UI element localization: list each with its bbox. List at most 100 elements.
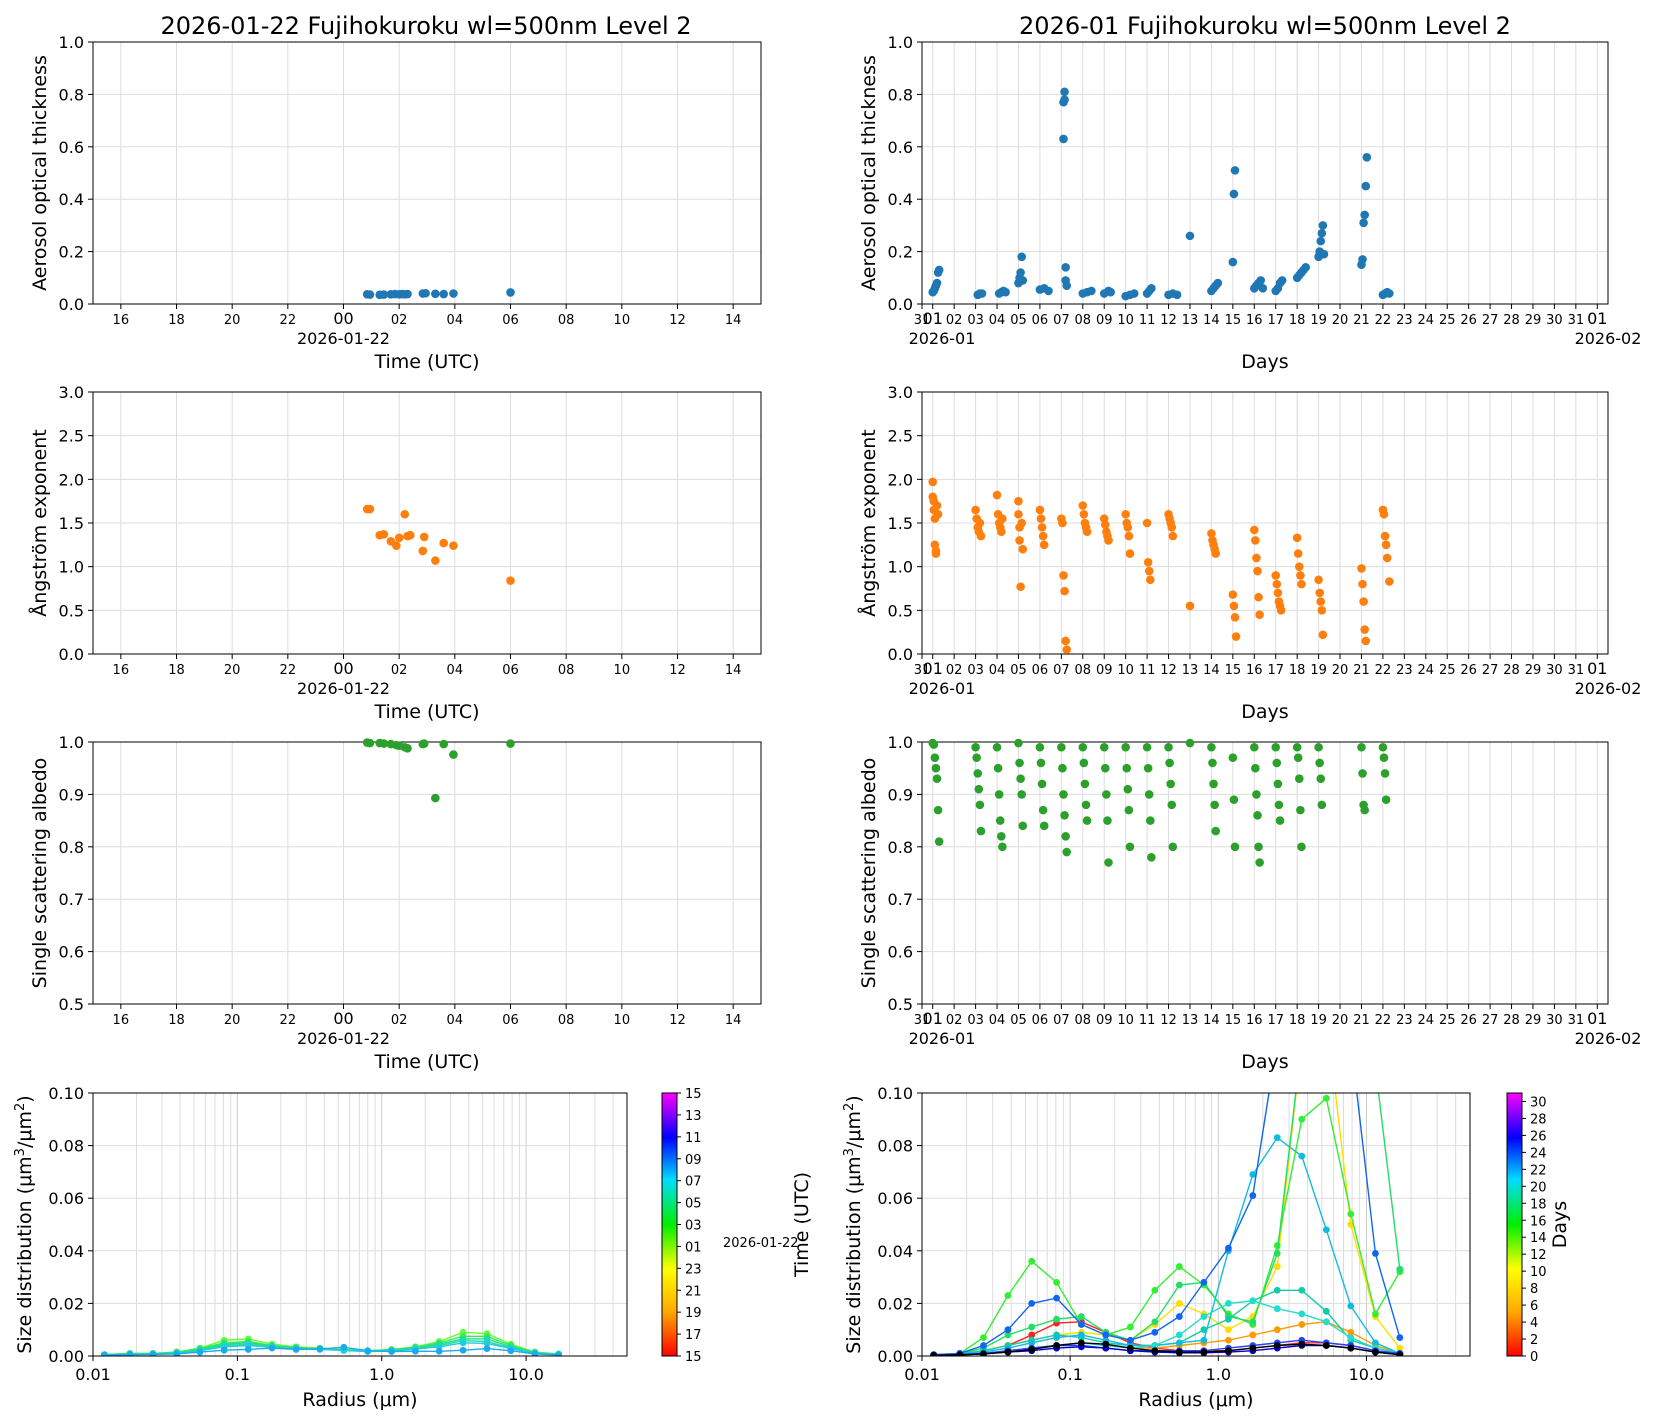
x-tick-label: 15 [1225, 313, 1242, 328]
x-tick-label: 04 [989, 663, 1006, 678]
data-point [995, 816, 1005, 825]
data-point [1123, 523, 1133, 532]
data-point [1121, 742, 1130, 752]
x-tick-label: 17 [1267, 663, 1284, 678]
x-tick-label: 20 [224, 1013, 241, 1028]
series-point [388, 1348, 395, 1355]
data-point [1276, 606, 1286, 615]
x-tick-label: 20 [1332, 1013, 1349, 1028]
data-point [1167, 800, 1177, 810]
data-point [1142, 518, 1152, 528]
series-point [483, 1345, 491, 1353]
colorbar [1506, 1092, 1523, 1357]
data-point [1014, 738, 1023, 748]
y-tick-label: 0.8 [888, 838, 913, 857]
colorbar-tick-label: 8 [1530, 1282, 1538, 1297]
x-tick-label: 24 [1418, 313, 1435, 328]
x-tick-label: 05 [1010, 663, 1027, 678]
y-tick-label: 0.0 [888, 295, 913, 314]
data-point [1273, 588, 1283, 598]
data-point [1258, 283, 1268, 293]
x-tick-label: 20 [1332, 663, 1349, 678]
y-tick-label: 0.0 [59, 295, 84, 314]
x-tick-label: 20 [224, 313, 241, 328]
x-tick-label: 31 [914, 663, 931, 678]
data-point [1146, 575, 1155, 585]
series-point [1126, 1344, 1134, 1352]
x-tick-label: 02 [946, 313, 963, 328]
data-point [1380, 531, 1390, 541]
colorbar-tick-label: 13 [685, 1109, 702, 1124]
axes-frame [921, 741, 1609, 1005]
data-point [1129, 289, 1139, 298]
x-tick-label: 04 [989, 1013, 1006, 1028]
x-tick-label: 01 [923, 1009, 943, 1028]
series-point [1077, 1321, 1085, 1328]
data-point [1210, 800, 1219, 810]
x-tick-label: 01 [923, 659, 943, 678]
series-point [244, 1346, 252, 1353]
y-tick-label: 0.06 [48, 1189, 84, 1208]
series-point [1298, 1310, 1306, 1318]
axes-frame [921, 1092, 1471, 1357]
series-point [1322, 1226, 1330, 1234]
data-point [403, 743, 412, 753]
x-date-label-right: 2026-02 [1575, 1029, 1642, 1048]
x-tick-label: 17 [1267, 1013, 1284, 1028]
series-point [956, 1351, 964, 1356]
data-point [1146, 816, 1155, 825]
x-tick-label: 13 [1182, 313, 1199, 328]
data-point [1211, 549, 1220, 558]
data-point [992, 490, 1002, 500]
data-point [1061, 263, 1070, 272]
data-point [1060, 87, 1069, 97]
data-point [1017, 518, 1026, 528]
colorbar-tick-label: 09 [685, 1153, 702, 1168]
data-point [1018, 821, 1028, 831]
y-axis-label-superscript: 2 [842, 1103, 857, 1111]
size-day-panel: 0.01 0.1 1.0 10.0 0.00 0.02 0.04 0.06 0.08 0.10 Ra… [13, 1084, 813, 1411]
x-tick-label: 00 [333, 659, 353, 678]
series-point [1028, 1339, 1036, 1347]
x-tick-label: 25 [1439, 663, 1456, 678]
series-point [1372, 1063, 1379, 1070]
x-tick-label: 16 [113, 1013, 130, 1028]
data-point [1253, 566, 1262, 576]
x-tick-label: 09 [1096, 663, 1113, 678]
y-tick-label: 3.0 [59, 383, 84, 402]
series-point [268, 1344, 276, 1352]
x-tick-label: 0.1 [1057, 1365, 1082, 1384]
colorbar-label: Days [1549, 1201, 1571, 1248]
x-tick-label: 15 [1225, 663, 1242, 678]
data-point [1385, 577, 1394, 586]
x-tick-label: 12 [1160, 1013, 1177, 1028]
data-point [1249, 525, 1259, 535]
series-point [1200, 1348, 1208, 1356]
data-point [1230, 166, 1240, 175]
series-point [1298, 1037, 1305, 1044]
x-tick-label: 28 [1503, 663, 1520, 678]
data-point [1037, 523, 1047, 532]
x-tick-label: 06 [1032, 1013, 1049, 1028]
y-tick-label: 0.6 [888, 138, 913, 157]
data-point [1036, 758, 1046, 768]
x-tick-label: 16 [1246, 663, 1263, 678]
series-point [555, 1351, 563, 1356]
series-point [1298, 1037, 1305, 1044]
data-point [1060, 586, 1069, 596]
data-point [1272, 758, 1282, 768]
colorbar-tick-label: 12 [1530, 1248, 1547, 1263]
series-point [1225, 1300, 1232, 1307]
data-point [1147, 283, 1156, 293]
x-tick-label: 06 [502, 663, 519, 678]
data-point [506, 576, 515, 585]
x-tick-label: 04 [447, 1013, 464, 1028]
x-tick-label: 13 [1182, 663, 1199, 678]
data-point [1015, 536, 1024, 545]
x-tick-label: 0.01 [904, 1365, 940, 1384]
x-tick-label: 02 [391, 313, 408, 328]
series-point [1102, 1340, 1110, 1348]
data-point [1211, 826, 1220, 836]
series-point [1004, 1331, 1012, 1339]
plot-area [101, 1328, 563, 1356]
